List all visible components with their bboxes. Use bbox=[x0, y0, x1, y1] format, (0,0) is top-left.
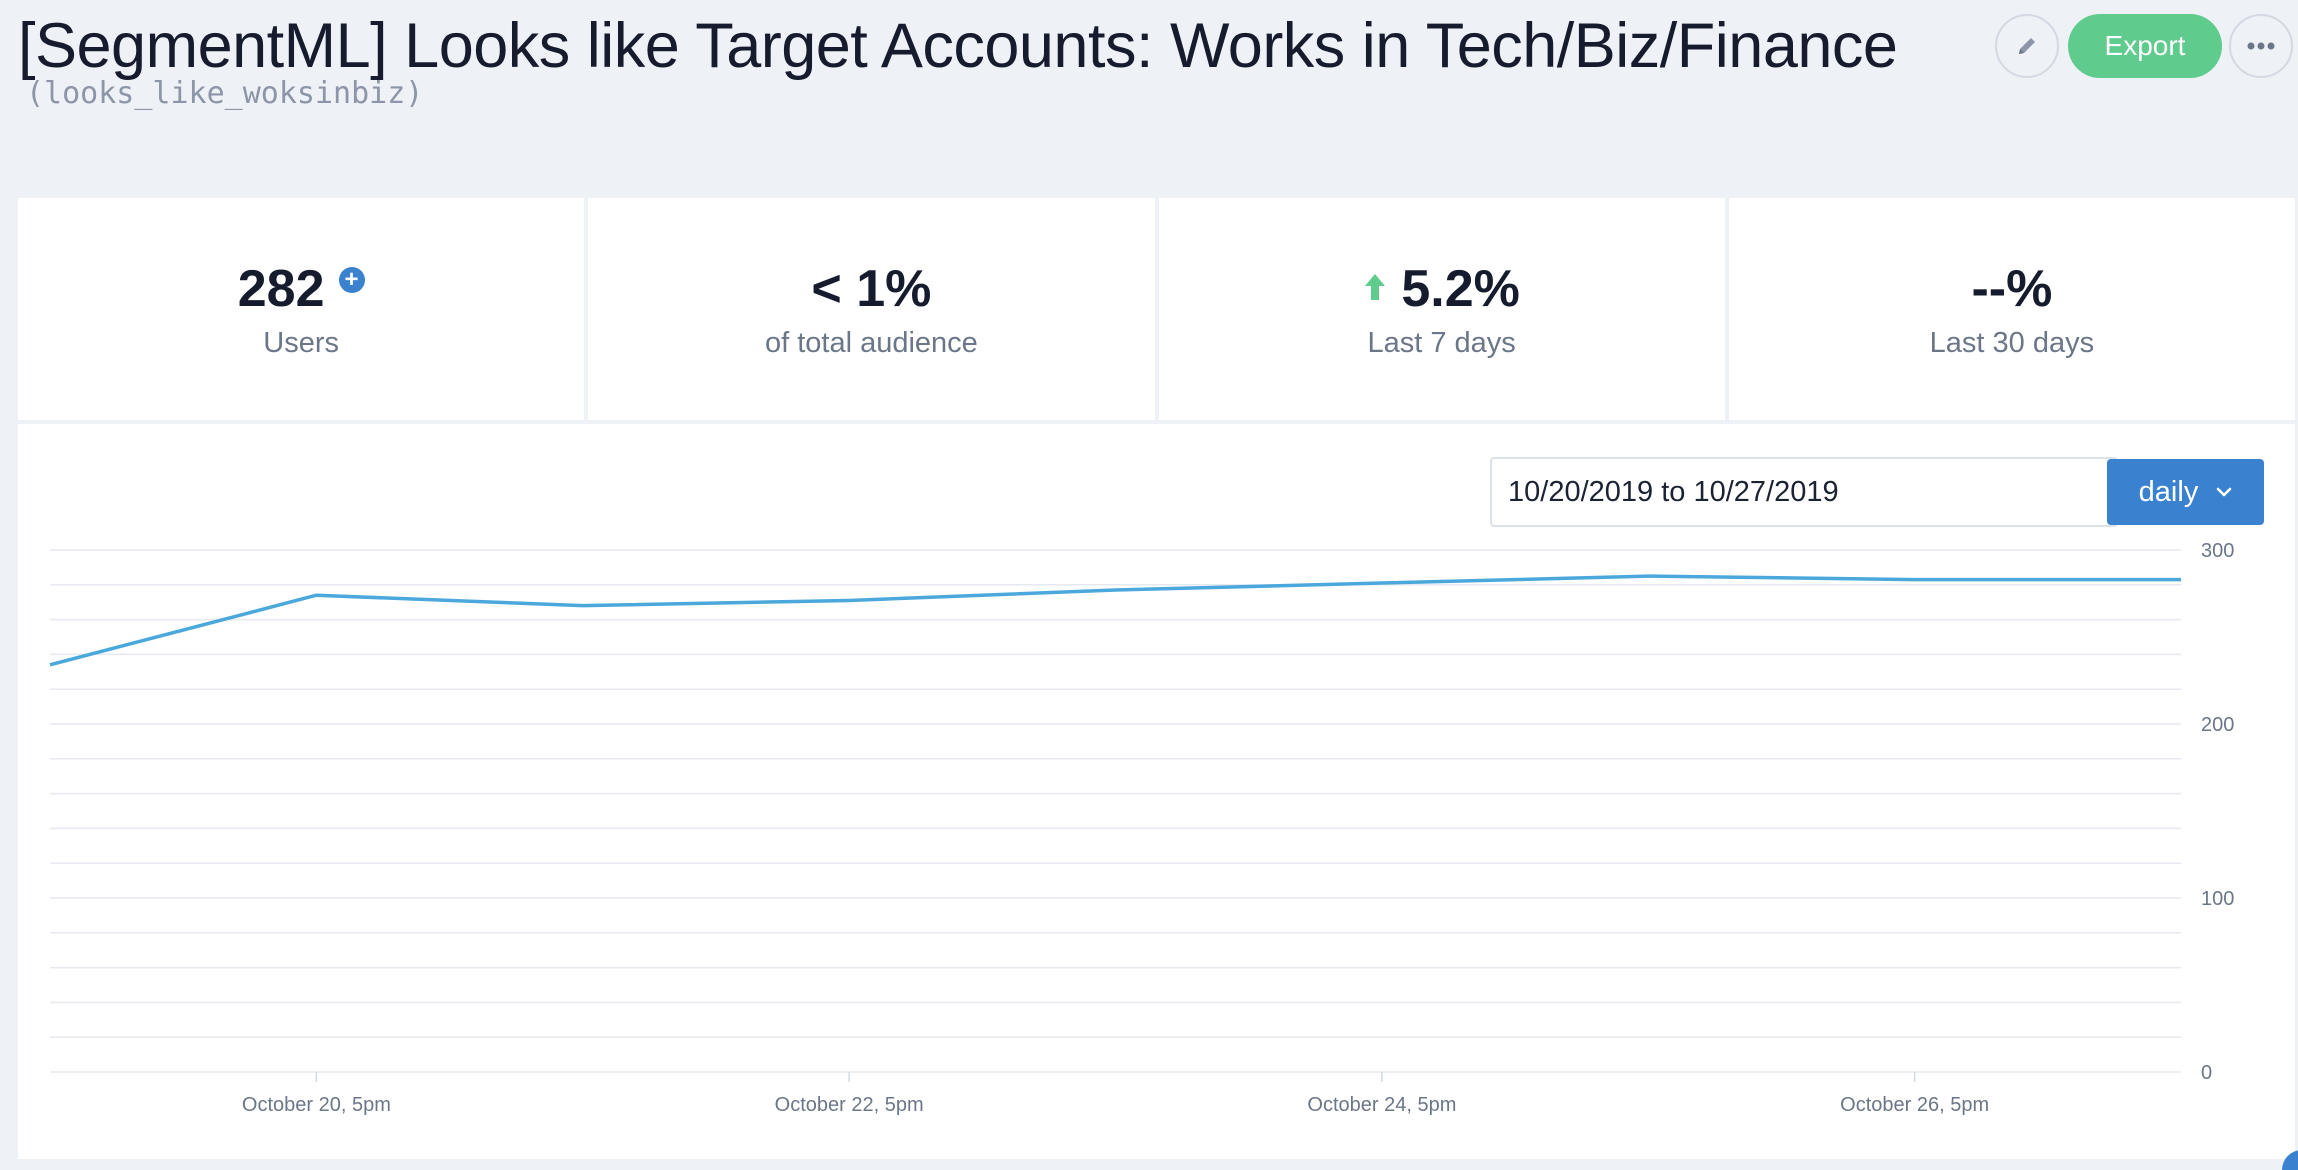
stats-row: 282 + Users < 1% of total audience 5.2% … bbox=[18, 198, 2295, 420]
x-tick-label: October 24, 5pm bbox=[1307, 1094, 1456, 1116]
x-tick-label: October 26, 5pm bbox=[1840, 1094, 1989, 1116]
export-button[interactable]: Export bbox=[2068, 14, 2222, 78]
last-30-days-label: Last 30 days bbox=[1929, 326, 2095, 359]
segment-key: (looks_like_woksinbiz) bbox=[26, 76, 424, 111]
y-tick-label: 200 bbox=[2201, 714, 2234, 736]
y-tick-label: 100 bbox=[2201, 888, 2234, 910]
chart-panel: 0 100 200 300 October 20, 5pm October 22, 5pm… bbox=[18, 424, 2295, 1159]
more-horizontal-icon bbox=[2247, 42, 2275, 50]
plus-circle-icon[interactable]: + bbox=[338, 266, 365, 293]
pencil-icon bbox=[2019, 38, 2035, 54]
more-options-button[interactable] bbox=[2229, 14, 2293, 78]
stat-card-7-days: 5.2% Last 7 days bbox=[1158, 198, 1725, 420]
interval-dropdown[interactable]: daily bbox=[2107, 459, 2264, 525]
last-7-days-label: Last 7 days bbox=[1367, 326, 1516, 359]
change-7-days: 5.2% bbox=[1401, 259, 1520, 318]
interval-label: daily bbox=[2138, 475, 2199, 508]
arrow-up-icon bbox=[1365, 273, 1386, 300]
users-series-line bbox=[49, 574, 2181, 667]
x-tick-label: October 22, 5pm bbox=[775, 1094, 924, 1116]
y-tick-label: 0 bbox=[2201, 1062, 2212, 1084]
page-title: [SegmentML] Looks like Target Accounts: … bbox=[18, 11, 1898, 81]
y-tick-label: 300 bbox=[2201, 540, 2234, 562]
audience-label: of total audience bbox=[764, 326, 978, 359]
users-line-chart: 0 100 200 300 October 20, 5pm October 22, 5pm… bbox=[49, 540, 2234, 1116]
stat-card-audience: < 1% of total audience bbox=[588, 198, 1155, 420]
stat-card-users: 282 + Users bbox=[18, 198, 585, 420]
users-label: Users bbox=[263, 326, 339, 359]
stat-card-30-days: --% Last 30 days bbox=[1728, 198, 2295, 420]
x-tick-label: October 20, 5pm bbox=[242, 1094, 391, 1116]
audience-percent: < 1% bbox=[811, 259, 932, 318]
chevron-down-icon bbox=[2217, 487, 2232, 497]
users-count: 282 bbox=[237, 259, 325, 318]
change-30-days: --% bbox=[1971, 259, 2053, 318]
edit-button[interactable] bbox=[1995, 14, 2059, 78]
date-range-input[interactable]: 10/20/2019 to 10/27/2019 bbox=[1490, 457, 2118, 527]
